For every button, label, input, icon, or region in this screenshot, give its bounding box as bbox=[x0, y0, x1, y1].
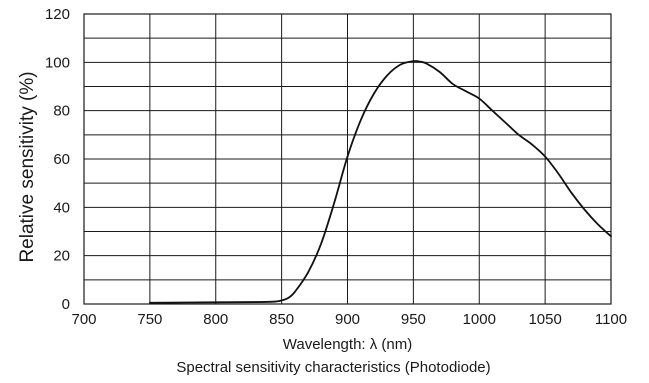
chart-caption: Spectral sensitivity characteristics (Ph… bbox=[176, 359, 490, 376]
plot-frame bbox=[83, 13, 612, 305]
x-tick-labels: 700 750 800 850 900 950 1000 1050 1100 bbox=[71, 311, 627, 328]
sensitivity-curve bbox=[148, 60, 612, 304]
x-tick-label: 850 bbox=[269, 311, 294, 328]
x-tick-label: 800 bbox=[203, 311, 228, 328]
y-tick-label: 80 bbox=[53, 103, 70, 120]
y-tick-label: 0 bbox=[62, 296, 70, 313]
x-tick-label: 1100 bbox=[595, 311, 627, 328]
x-tick-label: 1050 bbox=[528, 311, 561, 328]
x-tick-label: 1000 bbox=[463, 311, 496, 328]
y-tick-label: 20 bbox=[53, 248, 70, 265]
x-tick-label: 700 bbox=[71, 311, 96, 328]
x-tick-label: 900 bbox=[335, 311, 360, 328]
y-tick-label: 100 bbox=[45, 54, 70, 71]
x-tick-label: 950 bbox=[401, 311, 426, 328]
series-layer bbox=[148, 60, 612, 304]
y-axis-title: Relative sensitivity (%) bbox=[17, 71, 38, 262]
y-tick-labels: 0 20 40 60 80 100 120 bbox=[45, 6, 70, 313]
y-tick-label: 120 bbox=[45, 6, 70, 23]
x-axis-title: Wavelength: λ (nm) bbox=[283, 336, 413, 353]
y-tick-label: 60 bbox=[53, 151, 70, 168]
x-tick-label: 750 bbox=[137, 311, 162, 328]
y-tick-label: 40 bbox=[53, 199, 70, 216]
